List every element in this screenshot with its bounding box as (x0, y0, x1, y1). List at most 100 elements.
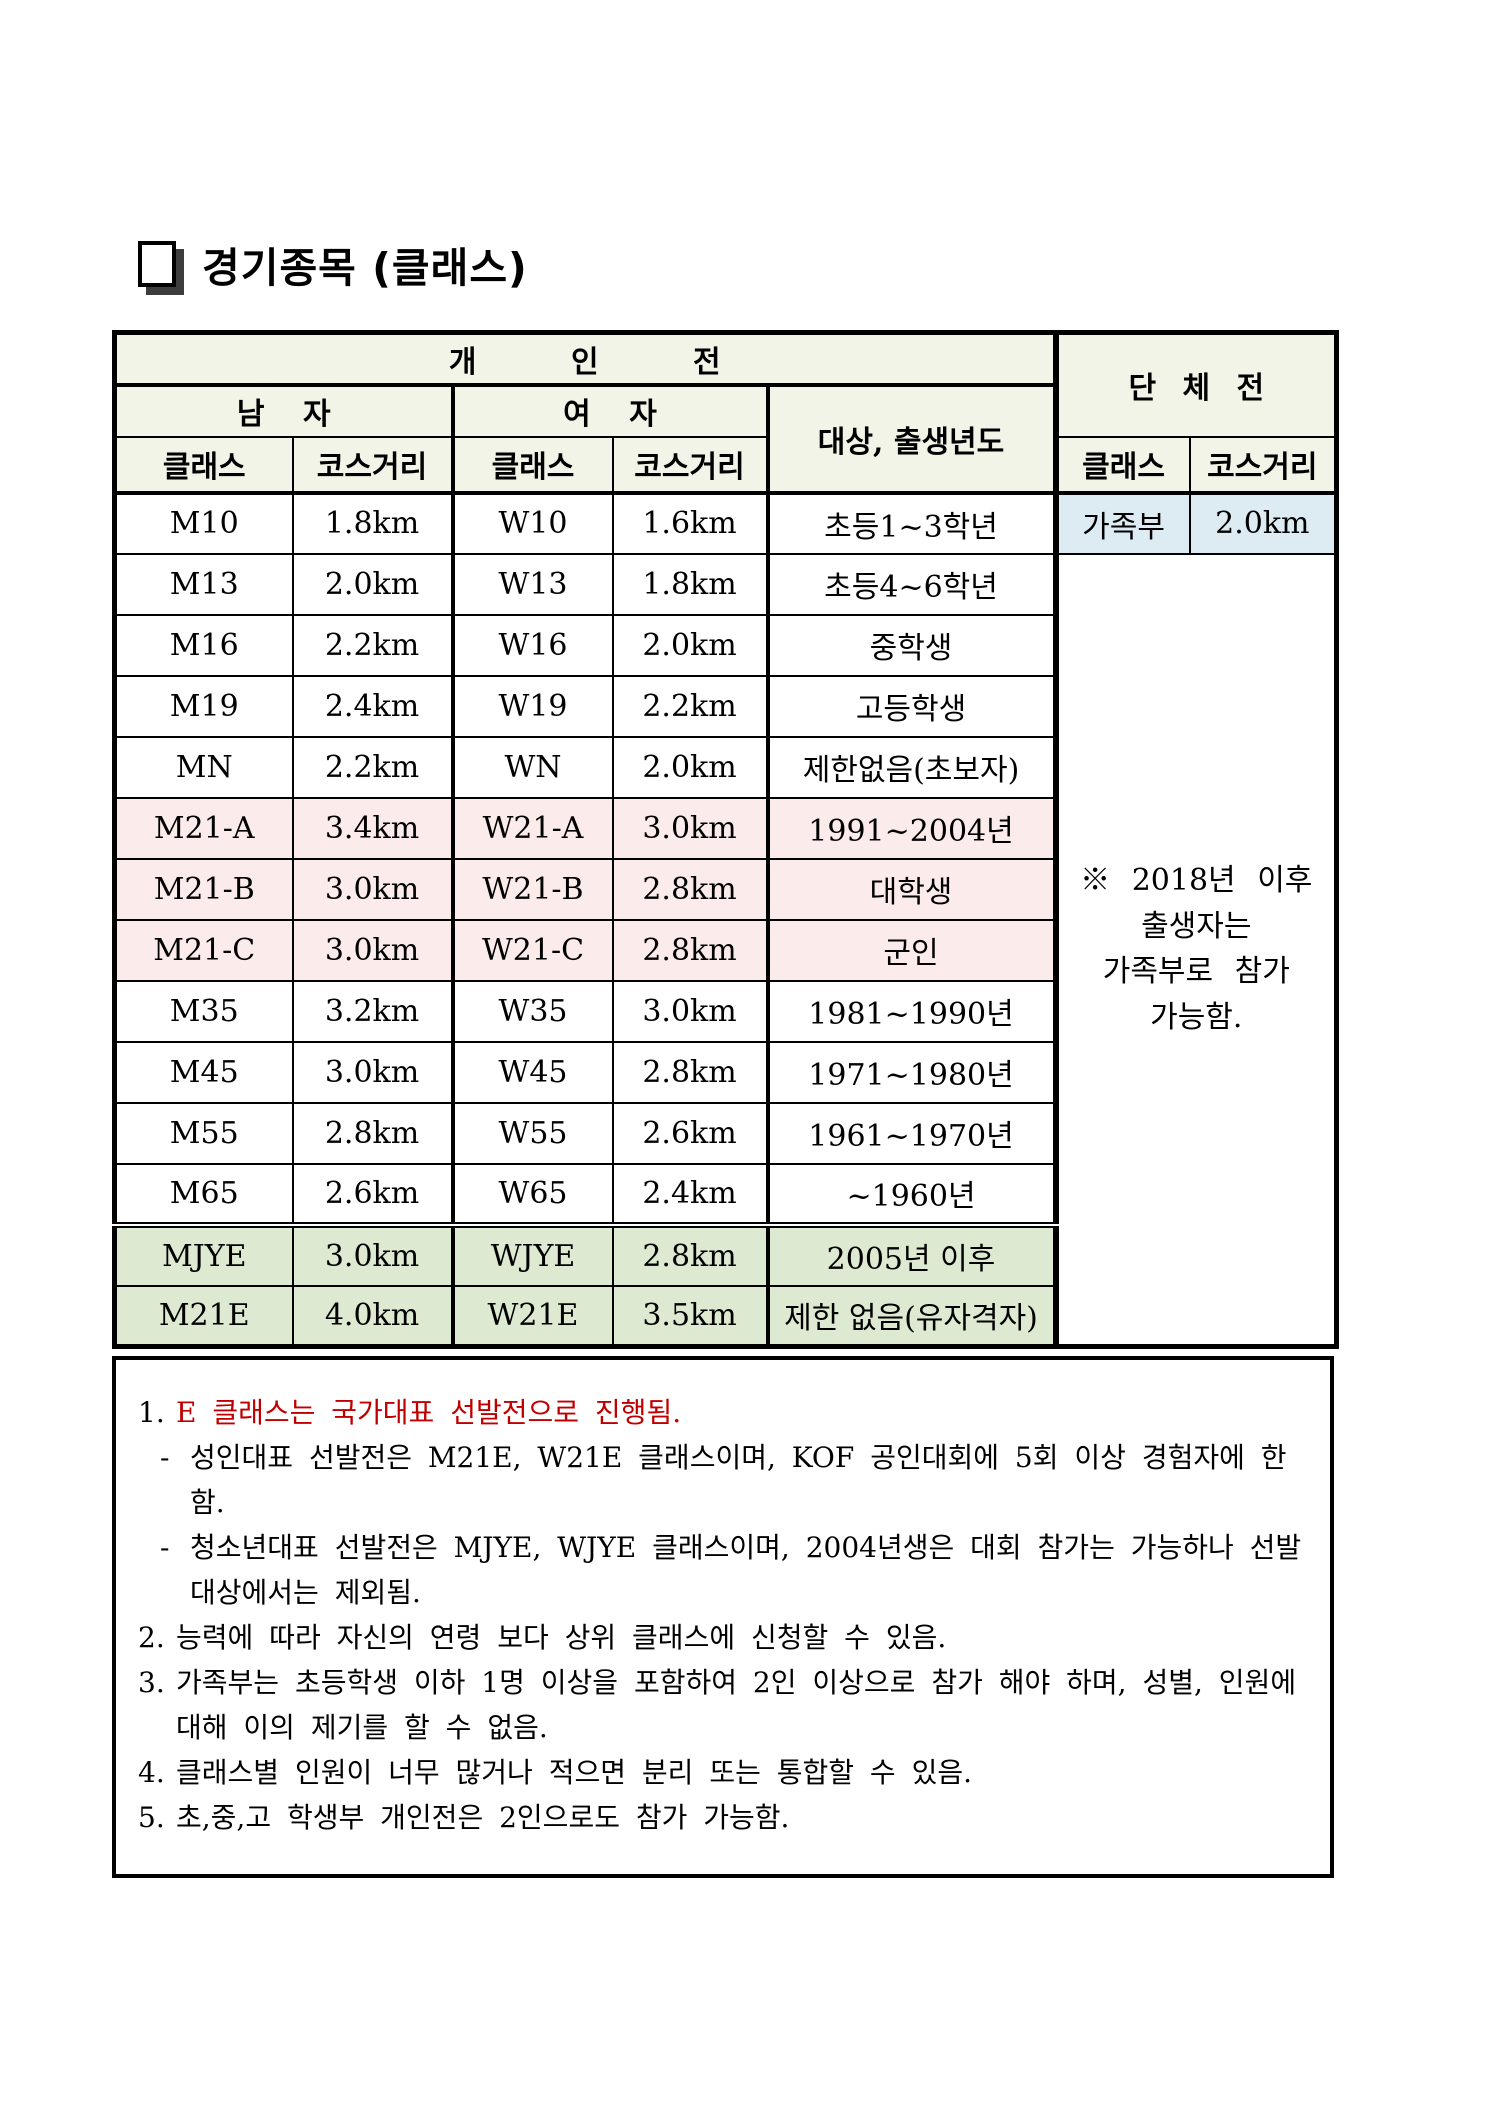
square-bullet-icon (138, 241, 176, 287)
target-cell: 1961~1970년 (766, 1101, 1059, 1165)
w-class-cell: W55 (451, 1101, 614, 1165)
female-header: 여 자 (451, 383, 770, 438)
m-distance-cell: 3.4km (291, 796, 455, 860)
class-table: 개 인 전 단 체 전 남 자 여 자 대상, 출생년도 클래스 코스거리 클래… (111, 330, 1340, 1349)
w-distance-cell: 2.0km (611, 613, 770, 677)
team-distance-header: 코스거리 (1188, 435, 1340, 495)
w-distance-cell: 3.5km (611, 1284, 770, 1349)
note-item-3: 3. 가족부는 초등학생 이하 1명 이상을 포함하여 2인 이상으로 참가 해… (138, 1660, 1304, 1750)
page-title: 경기종목 (클래스) (202, 244, 528, 292)
target-cell: 1981~1990년 (766, 979, 1059, 1043)
table-row: M35 3.2km W35 3.0km 1981~1990년 (112, 979, 1337, 1043)
table-row: M13 2.0km W13 1.8km 초등4~6학년 ※ 2018년 이후 출… (112, 552, 1340, 1349)
note-number: 5. (138, 1801, 165, 1834)
w-class-cell: W19 (451, 674, 614, 738)
target-cell: 초등4~6학년 (766, 552, 1059, 616)
m-class-cell: M16 (112, 613, 294, 677)
note-number: 3. (138, 1666, 165, 1699)
m-class-cell: M21-C (112, 918, 294, 982)
male-class-header: 클래스 (112, 435, 294, 495)
w-class-cell: W45 (451, 1040, 614, 1104)
note-sub-text: 청소년대표 선발전은 MJYE, WJYE 클래스이며, 2004년생은 대회 … (190, 1531, 1302, 1609)
note-item-1: 1. E 클래스는 국가대표 선발전으로 진행됨. (138, 1390, 1304, 1435)
target-birthyear-header: 대상, 출생년도 (766, 383, 1059, 495)
note-subitem-1: - 성인대표 선발전은 M21E, W21E 클래스이며, KOF 공인대회에 … (160, 1435, 1304, 1525)
target-cell: 제한 없음(유자격자) (766, 1284, 1059, 1349)
team-distance-cell: 2.0km (1188, 491, 1340, 555)
w-distance-cell: 2.8km (611, 1040, 770, 1104)
w-class-cell: W10 (451, 491, 614, 555)
note-dash: - (160, 1441, 170, 1474)
w-class-cell: W35 (451, 979, 614, 1043)
target-cell: 고등학생 (766, 674, 1059, 738)
table-row: M21-C 3.0km W21-C 2.8km 군인 (112, 918, 1337, 982)
w-class-cell: W21-A (451, 796, 614, 860)
w-distance-cell: 2.2km (611, 674, 770, 738)
male-distance-header: 코스거리 (291, 435, 455, 495)
table-row: MN 2.2km WN 2.0km 제한없음(초보자) (112, 735, 1337, 799)
m-distance-cell: 1.8km (291, 491, 455, 555)
w-distance-cell: 2.8km (611, 918, 770, 982)
m-class-cell: M19 (112, 674, 294, 738)
w-distance-cell: 2.4km (611, 1162, 770, 1226)
table-row: M21-B 3.0km W21-B 2.8km 대학생 (112, 857, 1337, 921)
m-distance-cell: 3.0km (291, 857, 455, 921)
note-subitem-2: - 청소년대표 선발전은 MJYE, WJYE 클래스이며, 2004년생은 대… (160, 1525, 1304, 1615)
w-class-cell: W21E (451, 1284, 614, 1349)
note-text: 가족부는 초등학생 이하 1명 이상을 포함하여 2인 이상으로 참가 해야 하… (176, 1666, 1297, 1744)
w-class-cell: W21-B (451, 857, 614, 921)
team-event-header: 단 체 전 (1054, 330, 1340, 438)
notes-box: 1. E 클래스는 국가대표 선발전으로 진행됨. - 성인대표 선발전은 M2… (112, 1356, 1334, 1878)
m-distance-cell: 3.0km (291, 918, 455, 982)
table-row: M10 1.8km W10 1.6km 초등1~3학년 가족부 2.0km (112, 491, 1340, 555)
m-class-cell: M13 (112, 552, 294, 616)
m-distance-cell: 2.4km (291, 674, 455, 738)
w-distance-cell: 1.6km (611, 491, 770, 555)
m-class-cell: M21-B (112, 857, 294, 921)
m-class-cell: M45 (112, 1040, 294, 1104)
note-text: E 클래스는 국가대표 선발전으로 진행됨. (176, 1396, 682, 1429)
m-distance-cell: 2.2km (291, 613, 455, 677)
note-text: 능력에 따라 자신의 연령 보다 상위 클래스에 신청할 수 있음. (176, 1621, 947, 1654)
target-cell: ~1960년 (766, 1162, 1059, 1226)
team-class-header: 클래스 (1054, 435, 1191, 495)
w-distance-cell: 2.0km (611, 735, 770, 799)
w-distance-cell: 2.8km (611, 1221, 770, 1287)
note-dash: - (160, 1531, 170, 1564)
note-number: 1. (138, 1396, 165, 1429)
w-class-cell: WJYE (451, 1221, 614, 1287)
male-header: 남 자 (112, 383, 455, 438)
w-class-cell: W21-C (451, 918, 614, 982)
m-distance-cell: 3.0km (291, 1040, 455, 1104)
w-class-cell: W16 (451, 613, 614, 677)
note-number: 2. (138, 1621, 165, 1654)
m-distance-cell: 2.2km (291, 735, 455, 799)
table-row: M55 2.8km W55 2.6km 1961~1970년 (112, 1101, 1337, 1165)
m-class-cell: M10 (112, 491, 294, 555)
team-note-cell: ※ 2018년 이후 출생자는 가족부로 참가 가능함. (1054, 552, 1340, 1349)
m-class-cell: MN (112, 735, 294, 799)
w-distance-cell: 1.8km (611, 552, 770, 616)
table-row: M65 2.6km W65 2.4km ~1960년 (112, 1162, 1337, 1226)
target-cell: 2005년 이후 (766, 1221, 1059, 1287)
w-class-cell: WN (451, 735, 614, 799)
m-distance-cell: 2.6km (291, 1162, 455, 1226)
target-cell: 1971~1980년 (766, 1040, 1059, 1104)
note-number: 4. (138, 1756, 165, 1789)
note-item-5: 5. 초,중,고 학생부 개인전은 2인으로도 참가 가능함. (138, 1795, 1304, 1840)
m-distance-cell: 3.0km (291, 1221, 455, 1287)
m-class-cell: M55 (112, 1101, 294, 1165)
m-distance-cell: 2.0km (291, 552, 455, 616)
m-class-cell: M21E (112, 1284, 294, 1349)
individual-event-header: 개 인 전 (111, 330, 1059, 387)
note-text: 클래스별 인원이 너무 많거나 적으면 분리 또는 통합할 수 있음. (176, 1756, 973, 1789)
target-cell: 제한없음(초보자) (766, 735, 1059, 799)
m-class-cell: M65 (112, 1162, 294, 1226)
table-row: M45 3.0km W45 2.8km 1971~1980년 (112, 1040, 1337, 1104)
table-row: MJYE 3.0km WJYE 2.8km 2005년 이후 (112, 1221, 1337, 1287)
table-row: M16 2.2km W16 2.0km 중학생 (112, 613, 1337, 677)
table-row: M21E 4.0km W21E 3.5km 제한 없음(유자격자) (112, 1284, 1337, 1349)
table-row: M21-A 3.4km W21-A 3.0km 1991~2004년 (112, 796, 1337, 860)
w-distance-cell: 2.8km (611, 857, 770, 921)
